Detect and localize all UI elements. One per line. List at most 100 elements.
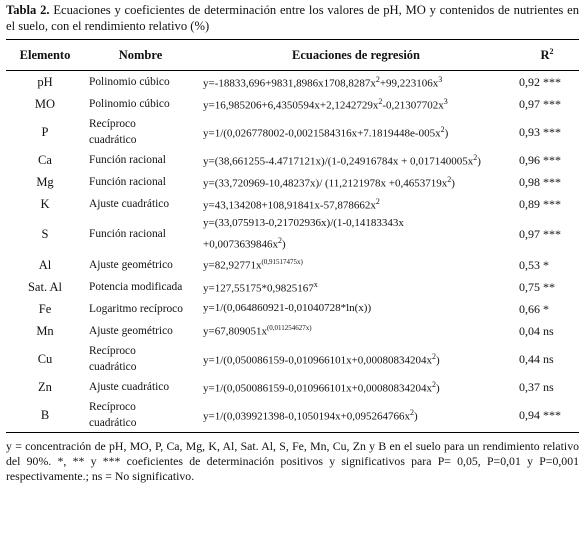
table-caption: Tabla 2. Ecuaciones y coeficientes de de… xyxy=(6,0,579,34)
cell-nombre: Potencia modificada xyxy=(84,276,197,298)
cell-nombre: Recíproco cuadrático xyxy=(84,115,197,149)
table-row: pH Polinomio cúbico y=-18833,696+9831,8986… xyxy=(6,71,579,94)
equation-line: y=1/(0,039921398-0,1050194x+0,095264766x… xyxy=(203,407,418,423)
table-row: Al Ajuste geométrico y=82,92771x(0,9151747… xyxy=(6,254,579,276)
cell-elemento: Zn xyxy=(38,379,52,394)
cell-elemento: Mg xyxy=(36,175,54,189)
cell-r2: 0,89 *** xyxy=(519,197,561,211)
cell-ecuacion: y=1/(0,039921398-0,1050194x+0,095264766x… xyxy=(197,398,515,432)
nombre-line: Recíproco xyxy=(89,400,136,413)
header-elemento: Elemento xyxy=(6,40,84,71)
table-body: pH Polinomio cúbico y=-18833,696+9831,8986… xyxy=(6,71,579,432)
cell-r2: 0,04 ns xyxy=(519,323,554,338)
cell-r2: 0,44 ns xyxy=(519,351,554,366)
cell-ecuacion: y=1/(0,026778002-0,0021584316x+7.1819448… xyxy=(197,115,515,149)
cell-nombre: Logaritmo recíproco xyxy=(84,298,197,320)
cell-elemento: Ca xyxy=(38,153,52,167)
nombre-line: cuadrático xyxy=(89,360,137,373)
nombre-line: Función racional xyxy=(89,176,166,188)
cell-elemento: Al xyxy=(38,257,52,272)
cell-r2: 0,96 *** xyxy=(519,153,561,167)
table-row: Zn Ajuste cuadrático y=1/(0,050086159-0,01… xyxy=(6,376,579,398)
cell-elemento: Cu xyxy=(37,351,53,366)
nombre-line: cuadrático xyxy=(89,134,137,146)
nombre-line: cuadrático xyxy=(89,416,137,429)
cell-r2: 0,93 *** xyxy=(519,125,561,139)
equation-line: y=1/(0,026778002-0,0021584316x+7.1819448… xyxy=(203,125,449,140)
cell-nombre: Función racional xyxy=(84,215,197,254)
cell-elemento: K xyxy=(40,197,50,211)
caption-text: Ecuaciones y coeficientes de determinaci… xyxy=(6,3,579,33)
cell-elemento: pH xyxy=(37,75,53,89)
cell-r2: 0,97 *** xyxy=(519,227,561,242)
equation-line: y=67,809051x(0,011254627x) xyxy=(203,324,312,338)
cell-ecuacion: y=1/(0,064860921-0,01040728*ln(x)) xyxy=(197,298,515,320)
cell-r2: 0,53 * xyxy=(519,257,549,272)
table-row: Sat. Al Potencia modificada y=127,55175*0,… xyxy=(6,276,579,298)
cell-ecuacion: y=67,809051x(0,011254627x) xyxy=(197,320,515,342)
equation-line: y=1/(0,064860921-0,01040728*ln(x)) xyxy=(203,302,372,315)
equation-line: y=1/(0,050086159-0,010966101x+0,00080834… xyxy=(203,351,440,367)
cell-r2: 0,37 ns xyxy=(519,379,554,394)
equation-line: +0,0073639846x2) xyxy=(203,236,286,251)
table-header-row: Elemento Nombre Ecuaciones de regresión … xyxy=(6,40,579,71)
header-nombre: Nombre xyxy=(84,40,197,71)
nombre-line: Polinomio cúbico xyxy=(89,98,170,110)
cell-elemento: Sat. Al xyxy=(27,279,63,294)
cell-nombre: Polinomio cúbico xyxy=(84,93,197,115)
cell-ecuacion: y=1/(0,050086159-0,010966101x+0,00080834… xyxy=(197,376,515,398)
header-ecuaciones: Ecuaciones de regresión xyxy=(197,40,515,71)
table-top-rule xyxy=(6,39,579,40)
equation-line: y=-18833,696+9831,8986x1708,8287x2+99,22… xyxy=(203,75,443,90)
nombre-line: Logaritmo recíproco xyxy=(89,302,183,315)
nombre-line: Polinomio cúbico xyxy=(89,76,170,88)
cell-r2: 0,66 * xyxy=(519,301,549,316)
table-row: K Ajuste cuadrático y=43,134208+108,91841x… xyxy=(6,193,579,215)
cell-r2: 0,92 *** xyxy=(519,75,561,89)
nombre-line: Ajuste geométrico xyxy=(89,258,173,271)
equation-line: y=1/(0,050086159-0,010966101x+0,00080834… xyxy=(203,379,440,395)
cell-ecuacion: y=(33,720969-10,48237x)/ (11,2121978x +0… xyxy=(197,171,515,193)
nombre-line: Potencia modificada xyxy=(89,280,183,293)
cell-r2: 0,97 *** xyxy=(519,97,561,111)
caption-label: Tabla 2. xyxy=(6,3,50,17)
equation-line: y=(38,661255-4.4717121x)/(1-0,24916784x … xyxy=(203,153,481,168)
table-row: P Recíproco cuadrático y=1/(0,026778002-0,0… xyxy=(6,115,579,149)
table-row: B Recíproco cuadrático y=1/(0,039921398-0,1… xyxy=(6,398,579,432)
header-r2: R2 xyxy=(515,40,579,71)
cell-ecuacion: y=(33,075913-0,21702936x)/(1-0,14183343x… xyxy=(197,215,515,254)
cell-ecuacion: y=82,92771x(0,91517475x) xyxy=(197,254,515,276)
table-row: Fe Logaritmo recíproco y=1/(0,064860921-0,… xyxy=(6,298,579,320)
nombre-line: Ajuste geométrico xyxy=(89,324,173,337)
table-row: S Función racional y=(33,075913-0,21702936… xyxy=(6,215,579,254)
equation-line: y=127,55175*0,9825167x xyxy=(203,279,318,295)
nombre-line: Ajuste cuadrático xyxy=(89,198,170,210)
cell-r2: 0,94 *** xyxy=(519,407,561,422)
cell-ecuacion: y=1/(0,050086159-0,010966101x+0,00080834… xyxy=(197,342,515,376)
equation-line: y=(33,075913-0,21702936x)/(1-0,14183343x xyxy=(203,217,404,229)
nombre-line: Recíproco xyxy=(89,344,136,357)
equation-line: y=82,92771x(0,91517475x) xyxy=(203,258,303,272)
cell-nombre: Recíproco cuadrático xyxy=(84,342,197,376)
nombre-line: Función racional xyxy=(89,228,166,241)
cell-nombre: Recíproco cuadrático xyxy=(84,398,197,432)
cell-nombre: Función racional xyxy=(84,171,197,193)
cell-nombre: Ajuste geométrico xyxy=(84,254,197,276)
cell-elemento: P xyxy=(41,125,49,139)
table-row: MO Polinomio cúbico y=16,985206+6,4350594x… xyxy=(6,93,579,115)
cell-elemento: S xyxy=(41,227,49,242)
regression-table: Elemento Nombre Ecuaciones de regresión … xyxy=(6,40,579,432)
nombre-line: Recíproco xyxy=(89,118,136,130)
table-footnote: y = concentración de pH, MO, P, Ca, Mg, … xyxy=(6,438,579,483)
cell-elemento: Fe xyxy=(38,301,52,316)
cell-ecuacion: y=127,55175*0,9825167x xyxy=(197,276,515,298)
equation-line: y=(33,720969-10,48237x)/ (11,2121978x +0… xyxy=(203,175,455,190)
nombre-line: Ajuste cuadrático xyxy=(89,380,170,393)
nombre-line: Función racional xyxy=(89,154,166,166)
table-row: Mn Ajuste geométrico y=67,809051x(0,011254… xyxy=(6,320,579,342)
table-bottom-rule xyxy=(6,431,579,433)
cell-nombre: Ajuste cuadrático xyxy=(84,193,197,215)
cell-nombre: Polinomio cúbico xyxy=(84,71,197,94)
cell-r2: 0,98 *** xyxy=(519,175,561,189)
cell-ecuacion: y=43,134208+108,91841x-57,878662x2 xyxy=(197,193,515,215)
